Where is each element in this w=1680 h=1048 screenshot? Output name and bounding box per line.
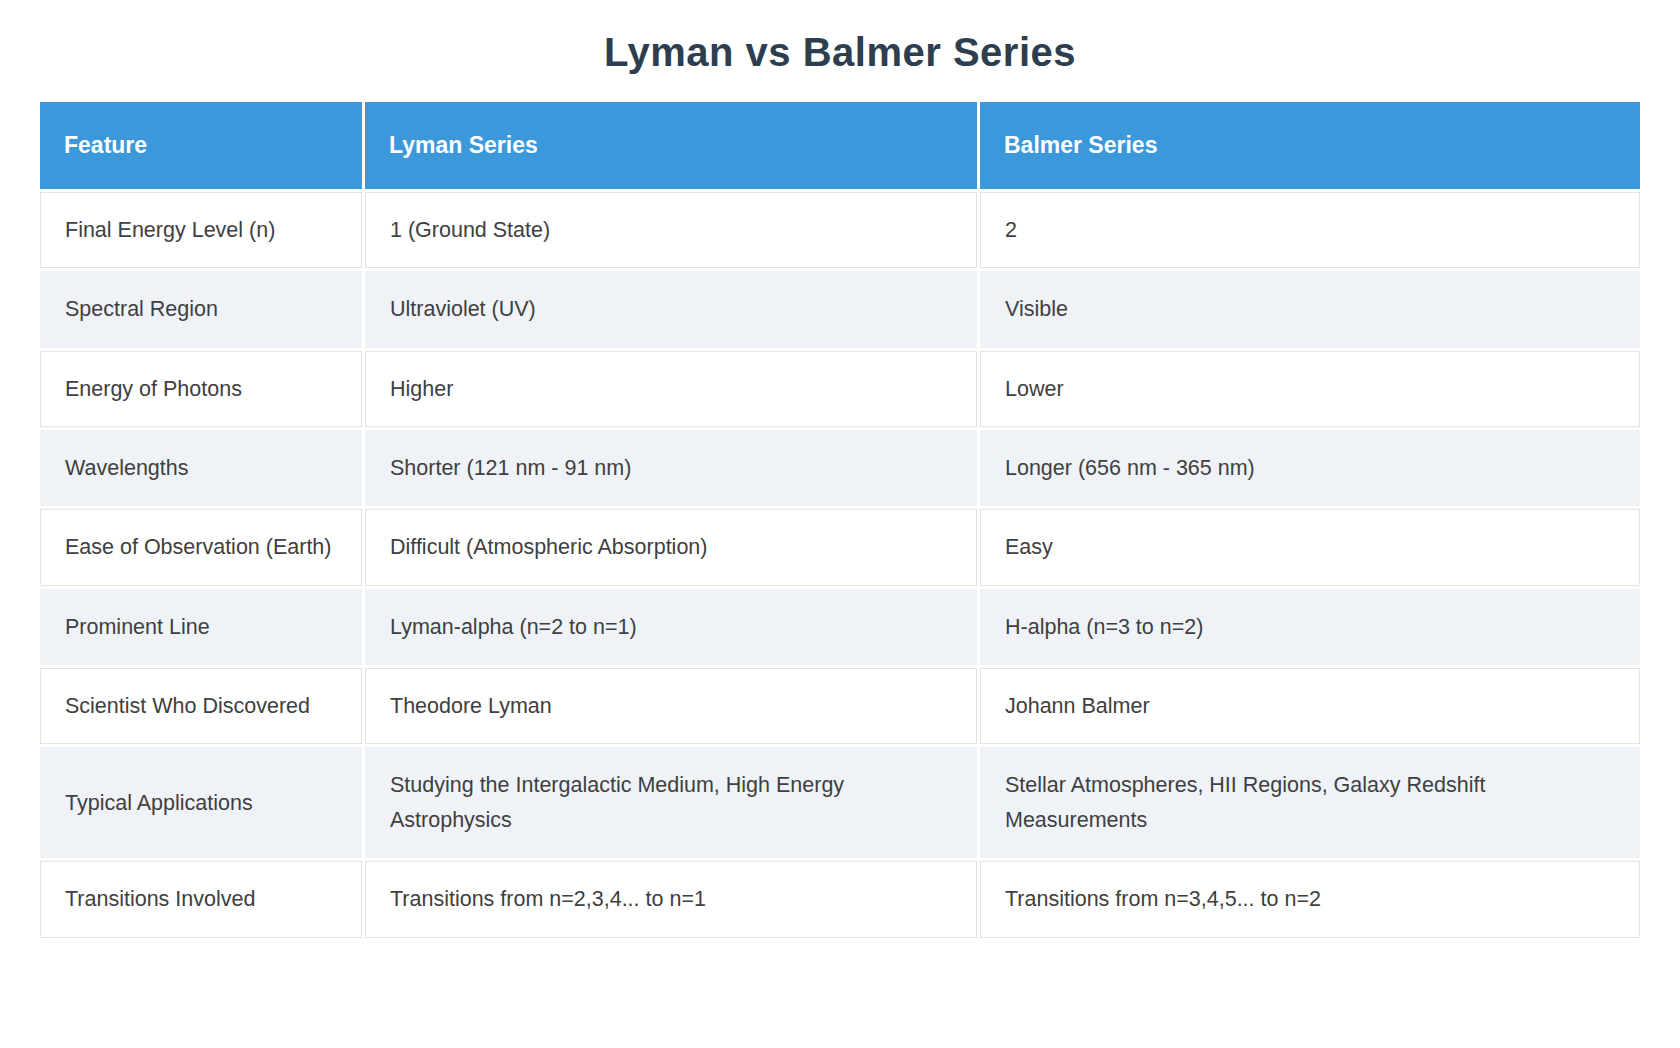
lyman-cell: Ultraviolet (UV)	[365, 271, 977, 347]
header-row: Feature Lyman Series Balmer Series	[40, 102, 1640, 189]
feature-cell: Typical Applications	[40, 747, 362, 858]
lyman-cell: Lyman-alpha (n=2 to n=1)	[365, 589, 977, 665]
balmer-cell: Longer (656 nm - 365 nm)	[980, 430, 1640, 506]
balmer-cell: Johann Balmer	[980, 668, 1640, 744]
table-row: Ease of Observation (Earth) Difficult (A…	[40, 509, 1640, 585]
table-row: Scientist Who Discovered Theodore Lyman …	[40, 668, 1640, 744]
lyman-cell: Theodore Lyman	[365, 668, 977, 744]
column-header-balmer-series: Balmer Series	[980, 102, 1640, 189]
balmer-cell: H-alpha (n=3 to n=2)	[980, 589, 1640, 665]
lyman-cell: Shorter (121 nm - 91 nm)	[365, 430, 977, 506]
table-row: Transitions Involved Transitions from n=…	[40, 861, 1640, 937]
table-row: Final Energy Level (n) 1 (Ground State) …	[40, 192, 1640, 268]
balmer-cell: Easy	[980, 509, 1640, 585]
feature-cell: Final Energy Level (n)	[40, 192, 362, 268]
table-row: Energy of Photons Higher Lower	[40, 351, 1640, 427]
table-header: Feature Lyman Series Balmer Series	[40, 102, 1640, 189]
lyman-cell: Difficult (Atmospheric Absorption)	[365, 509, 977, 585]
column-header-feature: Feature	[40, 102, 362, 189]
feature-cell: Transitions Involved	[40, 861, 362, 937]
lyman-cell: Higher	[365, 351, 977, 427]
feature-cell: Wavelengths	[40, 430, 362, 506]
balmer-cell: Transitions from n=3,4,5... to n=2	[980, 861, 1640, 937]
balmer-cell: 2	[980, 192, 1640, 268]
feature-cell: Scientist Who Discovered	[40, 668, 362, 744]
lyman-cell: Studying the Intergalactic Medium, High …	[365, 747, 977, 858]
feature-cell: Energy of Photons	[40, 351, 362, 427]
table-body: Final Energy Level (n) 1 (Ground State) …	[40, 192, 1640, 938]
table-row: Typical Applications Studying the Interg…	[40, 747, 1640, 858]
page-title: Lyman vs Balmer Series	[0, 30, 1680, 75]
table-row: Wavelengths Shorter (121 nm - 91 nm) Lon…	[40, 430, 1640, 506]
table-row: Spectral Region Ultraviolet (UV) Visible	[40, 271, 1640, 347]
balmer-cell: Visible	[980, 271, 1640, 347]
lyman-cell: Transitions from n=2,3,4... to n=1	[365, 861, 977, 937]
page: Lyman vs Balmer Series Feature Lyman Ser…	[0, 0, 1680, 1048]
feature-cell: Ease of Observation (Earth)	[40, 509, 362, 585]
comparison-table: Feature Lyman Series Balmer Series Final…	[37, 99, 1643, 941]
balmer-cell: Stellar Atmospheres, HII Regions, Galaxy…	[980, 747, 1640, 858]
lyman-cell: 1 (Ground State)	[365, 192, 977, 268]
feature-cell: Prominent Line	[40, 589, 362, 665]
column-header-lyman-series: Lyman Series	[365, 102, 977, 189]
table-row: Prominent Line Lyman-alpha (n=2 to n=1) …	[40, 589, 1640, 665]
balmer-cell: Lower	[980, 351, 1640, 427]
feature-cell: Spectral Region	[40, 271, 362, 347]
